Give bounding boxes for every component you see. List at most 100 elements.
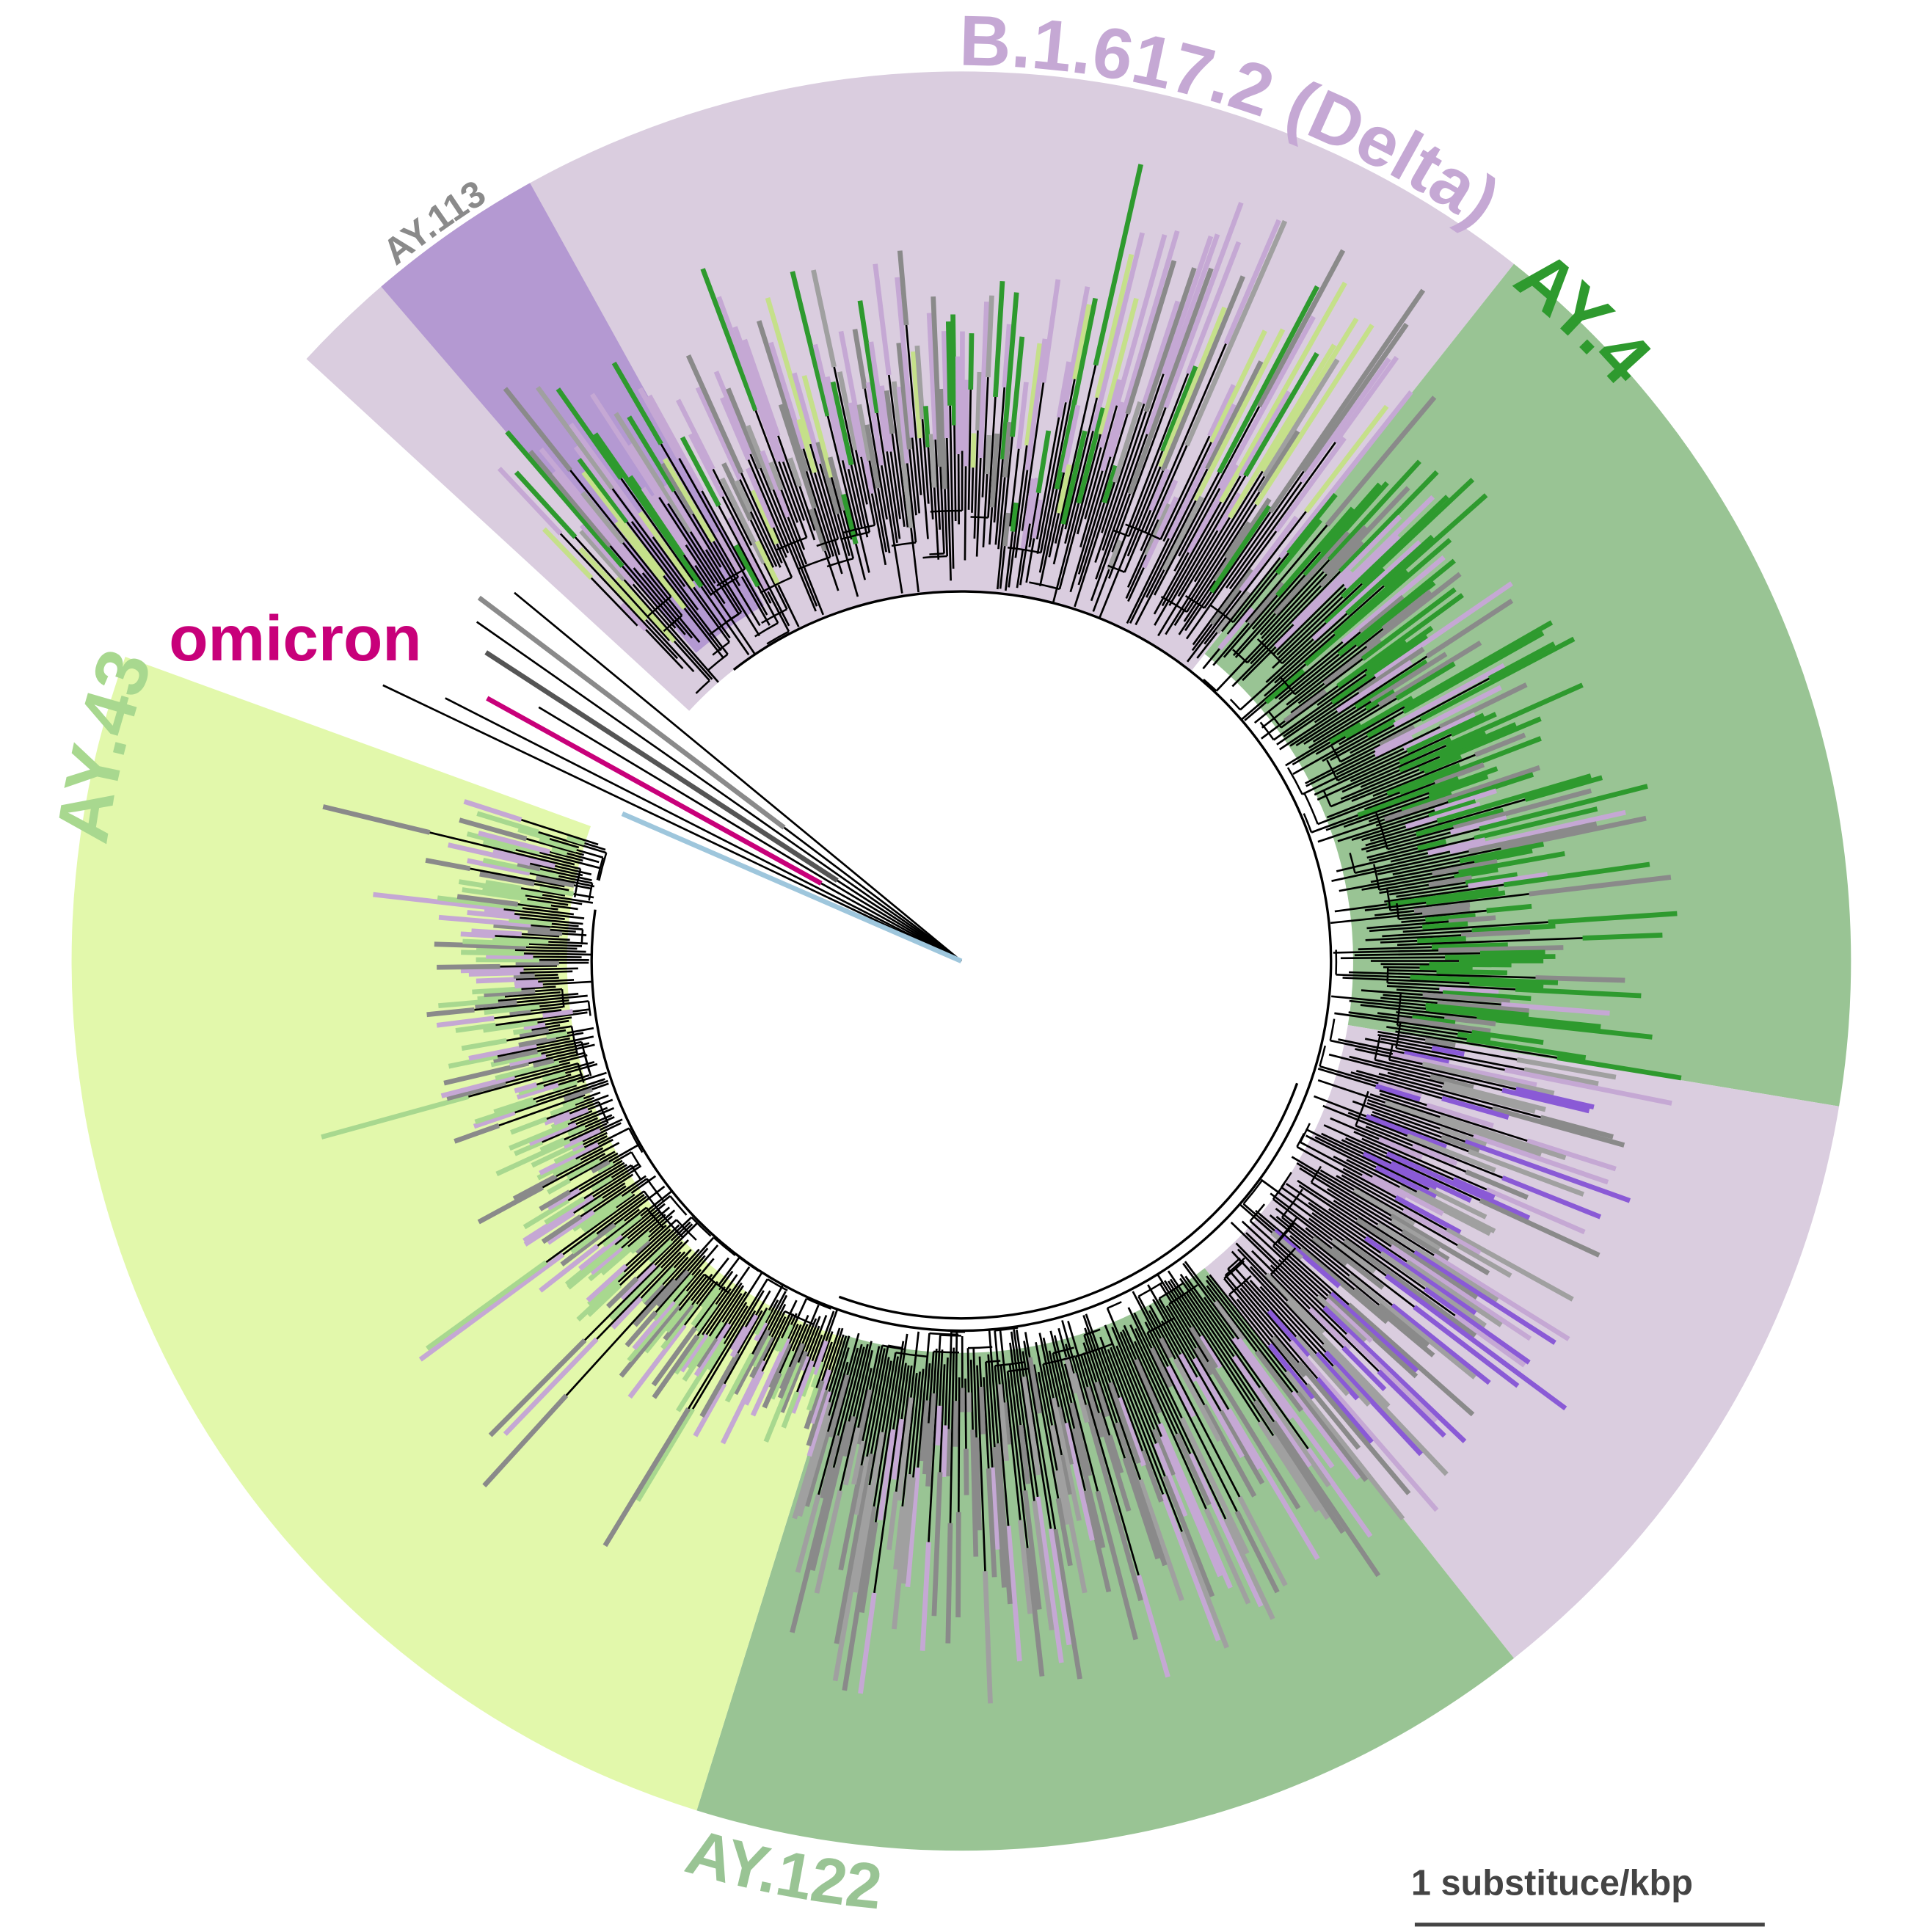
leaf-branch bbox=[1403, 1050, 1450, 1065]
branch bbox=[1317, 761, 1400, 801]
leaf-branch bbox=[1338, 470, 1439, 574]
leaf-branch bbox=[482, 886, 526, 898]
branch bbox=[658, 497, 716, 584]
leaf-branch bbox=[1022, 1490, 1042, 1610]
branch bbox=[1274, 585, 1385, 684]
leaf-branch bbox=[1024, 338, 1048, 471]
leaf-branch bbox=[473, 1110, 516, 1129]
leaf-branch bbox=[1403, 620, 1554, 710]
branch bbox=[1361, 833, 1417, 851]
leaf-branch bbox=[1523, 1067, 1599, 1087]
branch bbox=[880, 464, 903, 594]
clade-connector bbox=[1075, 1349, 1094, 1357]
leaf-branch bbox=[1344, 1332, 1438, 1423]
leaf-branch bbox=[1299, 1247, 1389, 1324]
branch bbox=[514, 949, 586, 953]
leaf-branch bbox=[1270, 1335, 1307, 1378]
branch bbox=[886, 451, 901, 539]
leaf-branch bbox=[1333, 569, 1409, 637]
branch bbox=[620, 1195, 671, 1236]
branch bbox=[569, 1109, 593, 1121]
leaf-branch bbox=[531, 1139, 584, 1168]
leaf-branch bbox=[651, 1326, 697, 1387]
branch bbox=[682, 554, 713, 597]
leaf-branch bbox=[1083, 1404, 1143, 1602]
leaf-branch bbox=[763, 1361, 801, 1443]
branch bbox=[556, 1142, 620, 1178]
leaf-branch bbox=[1260, 317, 1359, 473]
leaf-branch bbox=[556, 387, 624, 481]
branch bbox=[1203, 511, 1272, 609]
leaf-branch bbox=[944, 1429, 952, 1476]
branch bbox=[949, 1347, 955, 1523]
leaf-branch bbox=[1421, 1061, 1555, 1096]
leaf-branch bbox=[663, 484, 708, 551]
branch bbox=[1212, 622, 1250, 666]
leaf-branch bbox=[873, 263, 892, 376]
leaf-branch bbox=[713, 371, 753, 456]
leaf-branch bbox=[1322, 1305, 1467, 1443]
branch bbox=[583, 1163, 639, 1200]
branch bbox=[497, 1035, 594, 1057]
branch bbox=[1035, 1341, 1053, 1426]
clade-connector bbox=[1228, 1275, 1252, 1296]
leaf-branch bbox=[1141, 300, 1181, 405]
leaf-branch bbox=[1361, 1173, 1407, 1201]
clade-connector bbox=[588, 883, 594, 901]
branch bbox=[933, 1348, 938, 1394]
leaf-branch bbox=[1234, 1510, 1280, 1594]
leaf-branch bbox=[1387, 887, 1499, 907]
branch bbox=[1005, 531, 1014, 591]
leaf-branch bbox=[551, 847, 568, 856]
leaf-branch bbox=[1425, 890, 1506, 905]
leaf-branch bbox=[714, 531, 744, 578]
branch bbox=[691, 1257, 729, 1306]
leaf-branch bbox=[842, 1506, 877, 1691]
branch bbox=[1203, 511, 1307, 645]
leaf-branch bbox=[1218, 1410, 1265, 1485]
leaf-branch bbox=[751, 1334, 772, 1368]
branch bbox=[1183, 557, 1227, 622]
leaf-branch bbox=[564, 1242, 617, 1286]
leaf-branch bbox=[1389, 1244, 1532, 1341]
leaf-branch bbox=[1416, 1189, 1496, 1233]
branch bbox=[832, 1346, 865, 1468]
branch bbox=[1272, 583, 1363, 669]
branch bbox=[1203, 1297, 1235, 1339]
branch bbox=[1322, 1104, 1503, 1179]
leaf-branch bbox=[920, 1400, 930, 1462]
branch bbox=[575, 1107, 615, 1126]
leaf-branch bbox=[1486, 903, 1532, 914]
branch bbox=[860, 456, 876, 526]
leaf-branch bbox=[1107, 1435, 1124, 1474]
branch bbox=[987, 396, 997, 518]
leaf-branch bbox=[382, 684, 829, 899]
leaf-branch bbox=[1347, 1274, 1476, 1379]
leaf-branch bbox=[1041, 279, 1061, 383]
leaf-branch bbox=[706, 1342, 727, 1371]
branch bbox=[630, 520, 699, 610]
branch bbox=[1231, 1250, 1327, 1353]
clade-connector bbox=[1203, 678, 1217, 692]
leaf-branch bbox=[1306, 1447, 1373, 1538]
branch bbox=[660, 443, 740, 578]
branch bbox=[1232, 553, 1289, 623]
leaf-branch bbox=[566, 835, 586, 846]
branch bbox=[715, 1291, 747, 1339]
branch bbox=[506, 1029, 567, 1042]
leaf-branch bbox=[1428, 766, 1499, 795]
leaf-branch bbox=[443, 1060, 530, 1086]
clade-connector bbox=[1022, 594, 1054, 604]
branch bbox=[549, 837, 580, 849]
branch bbox=[662, 1256, 689, 1286]
branch bbox=[1289, 1235, 1355, 1291]
branch bbox=[521, 933, 560, 938]
leaf-branch bbox=[1411, 1143, 1458, 1166]
branch bbox=[1168, 475, 1247, 606]
branch bbox=[1317, 668, 1368, 707]
clade-connector bbox=[1232, 649, 1248, 664]
leaf-branch bbox=[1361, 587, 1457, 661]
branch bbox=[1244, 701, 1267, 721]
leaf-branch bbox=[560, 1222, 616, 1267]
leaf-branch bbox=[1344, 535, 1401, 590]
